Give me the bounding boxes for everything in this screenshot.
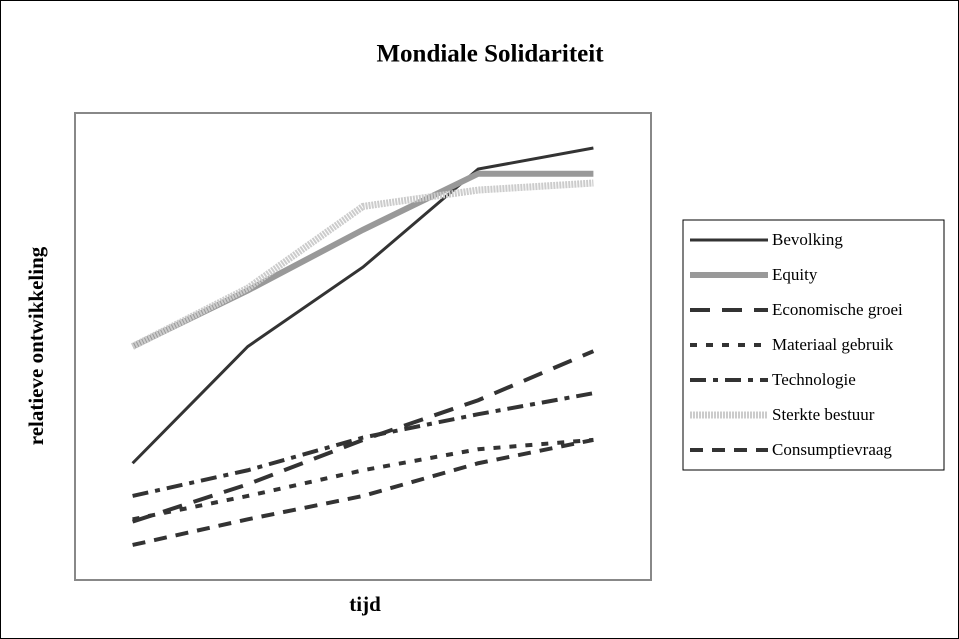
x-axis-label: tijd: [349, 592, 381, 616]
plot-area: [74, 112, 652, 581]
legend-label: Equity: [772, 265, 818, 284]
series-line: [132, 391, 594, 498]
series-line: [131, 146, 594, 465]
series-line: [132, 437, 594, 547]
legend-label: Technologie: [772, 370, 856, 389]
legend-label: Bevolking: [772, 230, 843, 249]
y-axis-label: relatieve ontwikkeling: [24, 246, 48, 445]
legend-label: Sterkte bestuur: [772, 405, 875, 424]
chart-title: Mondiale Solidariteit: [376, 41, 604, 68]
legend-label: Economische groei: [772, 300, 903, 319]
series-line: [131, 349, 595, 524]
series-line: [131, 179, 594, 350]
legend-label: Consumptievraag: [772, 440, 892, 459]
legend-label: Materiaal gebruik: [772, 335, 894, 354]
